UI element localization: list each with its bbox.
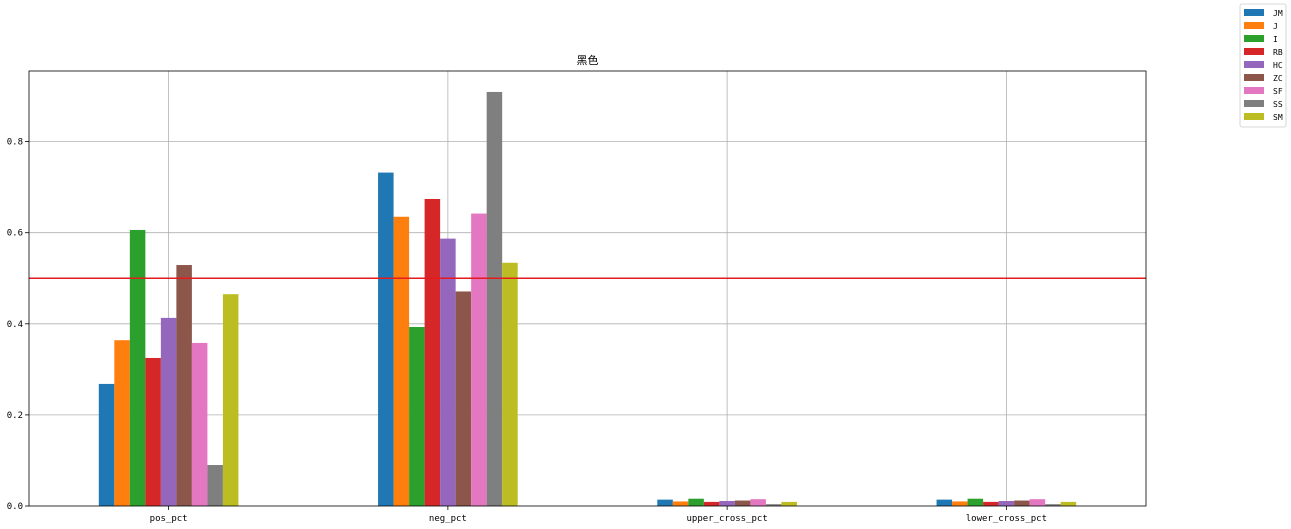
bar-I-neg_pct xyxy=(409,326,425,506)
bar-SF-pos_pct xyxy=(191,342,208,506)
legend-label-JM: JM xyxy=(1273,9,1283,18)
bar-SM-lower_cross_pct xyxy=(1060,501,1077,506)
bar-HC-pos_pct xyxy=(160,317,177,506)
y-tick-label: 0.2 xyxy=(7,411,23,421)
bar-RB-pos_pct xyxy=(145,357,161,506)
bar-ZC-upper_cross_pct xyxy=(734,500,751,506)
bar-I-pos_pct xyxy=(129,229,146,507)
legend-swatch-J xyxy=(1244,22,1264,29)
legend-swatch-JM xyxy=(1244,9,1264,16)
bar-JM-pos_pct xyxy=(98,383,115,506)
legend-label-SS: SS xyxy=(1273,100,1283,109)
chart-title: 黑色 xyxy=(577,53,599,67)
bar-J-lower_cross_pct xyxy=(952,501,968,506)
y-tick-label: 0.8 xyxy=(7,138,23,148)
bar-RB-neg_pct xyxy=(424,198,441,507)
bar-J-upper_cross_pct xyxy=(672,501,689,506)
legend-label-I: I xyxy=(1273,35,1278,44)
legend-swatch-HC xyxy=(1244,61,1264,68)
bar-SM-pos_pct xyxy=(222,294,239,506)
bar-I-upper_cross_pct xyxy=(688,498,704,506)
x-tick-label: neg_pct xyxy=(429,514,467,524)
bar-J-neg_pct xyxy=(393,216,410,506)
legend-label-SF: SF xyxy=(1273,87,1283,96)
bar-SS-upper_cross_pct xyxy=(765,504,782,506)
legend-swatch-RB xyxy=(1244,48,1264,55)
bar-RB-upper_cross_pct xyxy=(703,501,720,506)
legend-label-HC: HC xyxy=(1273,61,1283,70)
y-tick-label: 0.0 xyxy=(7,502,23,512)
bar-HC-upper_cross_pct xyxy=(719,500,735,506)
bar-HC-lower_cross_pct xyxy=(998,500,1015,506)
x-tick-label: upper_cross_pct xyxy=(686,514,767,524)
bar-ZC-pos_pct xyxy=(176,265,192,506)
plot-frame xyxy=(28,70,1147,507)
x-tick-label: lower_cross_pct xyxy=(966,514,1047,524)
legend-swatch-SM xyxy=(1244,113,1264,120)
bar-HC-neg_pct xyxy=(440,238,456,506)
legend-swatch-ZC xyxy=(1244,74,1264,81)
bar-SM-neg_pct xyxy=(502,262,518,506)
bar-ZC-neg_pct xyxy=(455,291,472,506)
bar-JM-lower_cross_pct xyxy=(936,499,953,506)
legend-label-SM: SM xyxy=(1273,113,1283,122)
bar-JM-upper_cross_pct xyxy=(657,499,673,506)
legend: JM JI RB HC ZC SF SS SM xyxy=(1239,3,1287,128)
legend-label-J: J xyxy=(1273,22,1278,31)
y-tick-label: 0.6 xyxy=(7,229,23,239)
bar-SS-pos_pct xyxy=(207,465,223,506)
x-tick-label: pos_pct xyxy=(150,514,188,524)
legend-swatch-I xyxy=(1244,35,1264,42)
bar-RB-lower_cross_pct xyxy=(983,501,999,506)
bar-SF-upper_cross_pct xyxy=(750,499,766,506)
bar-SS-lower_cross_pct xyxy=(1045,504,1061,506)
legend-swatch-SS xyxy=(1244,100,1264,107)
legend-label-ZC: ZC xyxy=(1273,74,1283,83)
bar-SF-lower_cross_pct xyxy=(1029,499,1046,506)
bar-J-pos_pct xyxy=(114,340,130,506)
bar-I-lower_cross_pct xyxy=(967,498,984,506)
legend-swatch-SF xyxy=(1244,87,1264,94)
y-tick-label: 0.4 xyxy=(7,320,23,330)
bar-SF-neg_pct xyxy=(471,213,487,506)
bar-SM-upper_cross_pct xyxy=(781,501,797,506)
bar-SS-neg_pct xyxy=(486,91,503,506)
y-axis: 0.0 0.2 0.4 0.6 0.8 xyxy=(7,138,29,512)
bar-ZC-lower_cross_pct xyxy=(1014,500,1030,506)
bar-JM-neg_pct xyxy=(378,172,394,506)
x-axis: pos_pct neg_pct upper_cross_pct lower_cross… xyxy=(150,506,1047,524)
bars xyxy=(98,91,1077,507)
legend-label-RB: RB xyxy=(1273,48,1283,57)
